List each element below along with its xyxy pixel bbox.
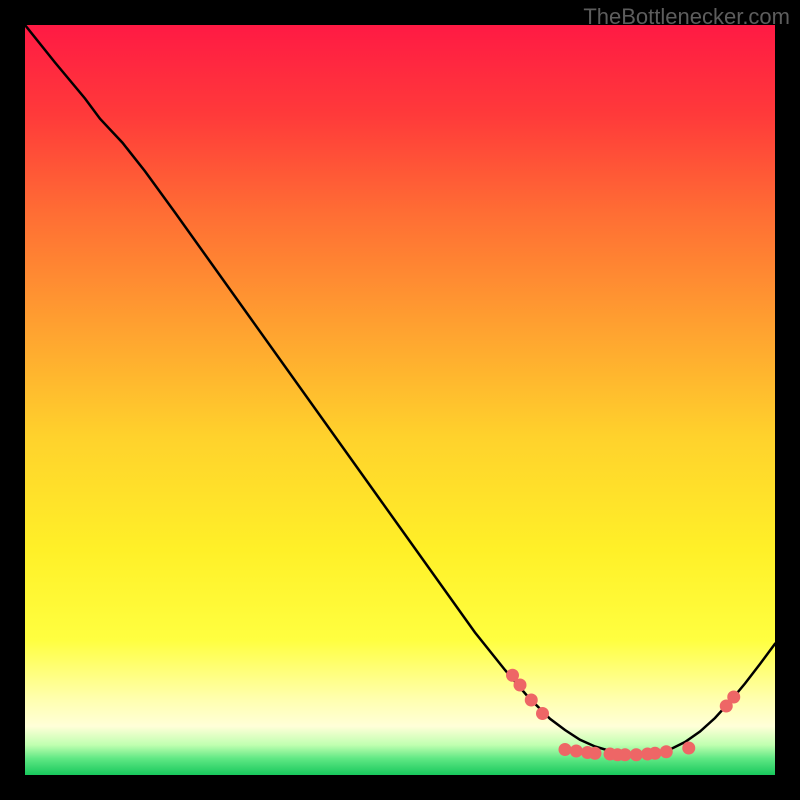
plot-background xyxy=(25,25,775,775)
marker-point xyxy=(559,743,572,756)
marker-point xyxy=(536,707,549,720)
marker-point xyxy=(649,747,662,760)
marker-point xyxy=(660,745,673,758)
marker-point xyxy=(570,745,583,758)
marker-point xyxy=(682,742,695,755)
plot-svg xyxy=(25,25,775,775)
watermark-text: TheBottlenecker.com xyxy=(583,4,790,30)
marker-point xyxy=(619,748,632,761)
marker-point xyxy=(727,691,740,704)
marker-point xyxy=(589,747,602,760)
marker-point xyxy=(514,679,527,692)
plot-area xyxy=(25,25,775,775)
marker-point xyxy=(525,694,538,707)
marker-point xyxy=(630,748,643,761)
